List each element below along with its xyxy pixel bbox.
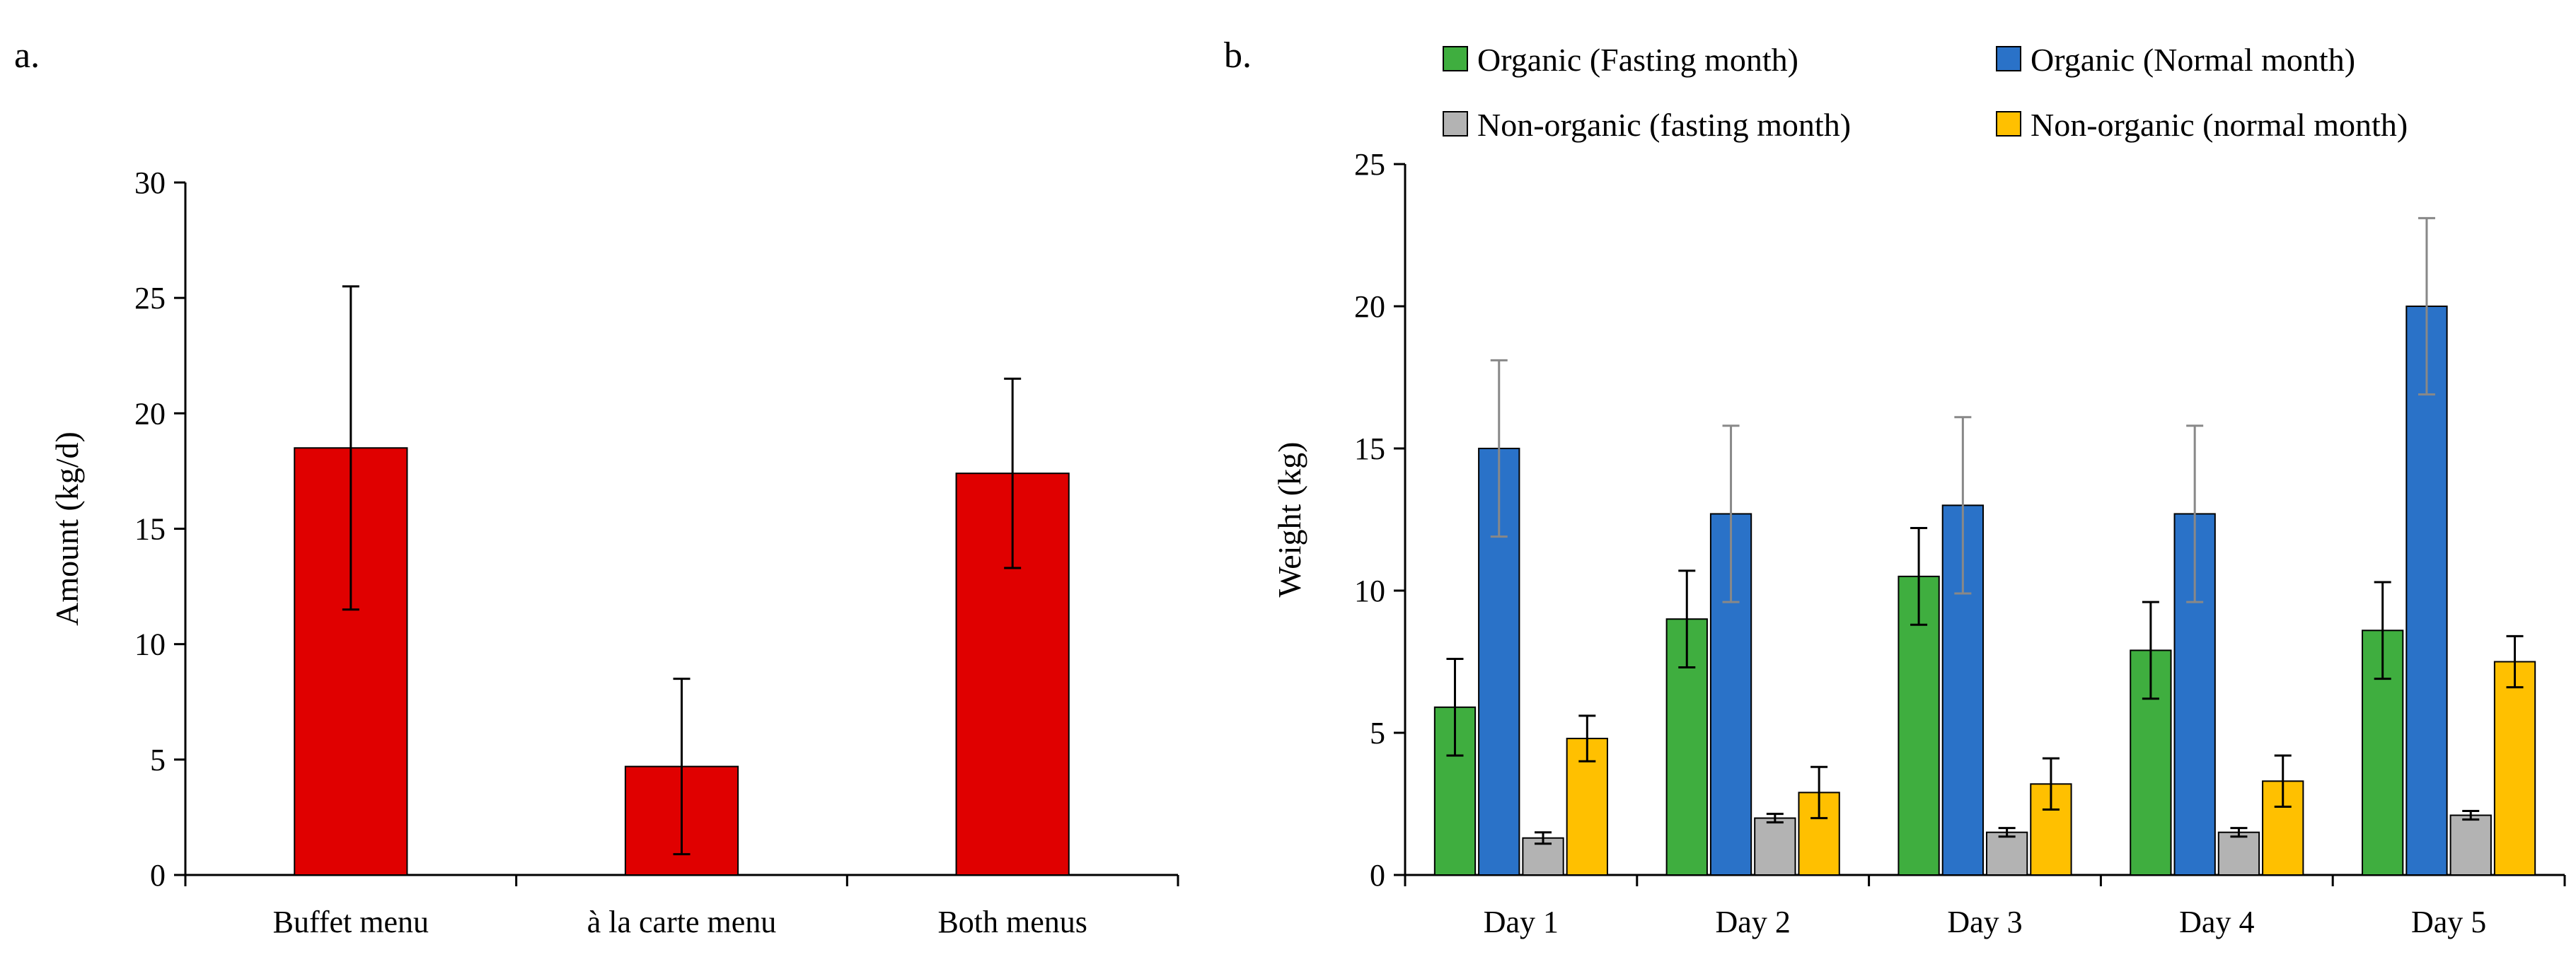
panel-a-y-tick-label-5: 5 [150, 743, 166, 777]
legend-label-nonorganic-fasting: Non-organic (fasting month) [1477, 107, 1851, 143]
legend-label-nonorganic-normal: Non-organic (normal month) [2031, 107, 2408, 143]
panel-b-x-tick-label-day-1: Day 1 [1484, 905, 1559, 939]
legend-swatch-nonorganic-normal [1996, 111, 2021, 137]
bar-organic-fasting-month-day-1 [1433, 706, 1477, 876]
bar-organic-fasting-month-day-3 [1898, 575, 1940, 876]
bar-non-organic-fasting-month-day-4 [2217, 831, 2260, 876]
bar-non-organic-fasting-month-day-5 [2449, 814, 2492, 876]
panel-b-x-tick-label-day-3: Day 3 [1947, 905, 2022, 939]
panel-a-y-tick-label-30: 30 [134, 166, 166, 200]
bar-non-organic-fasting-month-day-3 [1985, 831, 2028, 876]
bar-non-organic-fasting-month-day-2 [1754, 817, 1796, 876]
panel-b-label: b. [1224, 35, 1252, 76]
legend-swatch-nonorganic-fasting [1443, 111, 1468, 137]
legend-label-organic-normal: Organic (Normal month) [2031, 42, 2355, 78]
panel-b-y-tick-label-10: 10 [1354, 574, 1385, 608]
panel-b-x-tick-label-day-5: Day 5 [2411, 905, 2486, 939]
panel-a: a. Amount (kg/d) 0 5 10 15 20 25 30 Buffet menu… [14, 35, 1179, 939]
panel-a-x-tick-label-both-menus: Both menus [937, 905, 1087, 939]
panel-b-y-tick-label-20: 20 [1354, 289, 1385, 324]
panel-a-y-tick-label-20: 20 [134, 396, 166, 431]
panel-b-y-tick-label-15: 15 [1354, 431, 1385, 466]
panel-b-y-axis-title: Weight (kg) [1271, 442, 1307, 598]
panel-a-x-tick-label-buffet-menu: Buffet menu [273, 905, 429, 939]
panel-a-x-tick-label-la-carte-menu: à la carte menu [587, 905, 777, 939]
panel-b-x-tick-label-day-4: Day 4 [2179, 905, 2254, 939]
panel-b-x-tick-label-day-2: Day 2 [1716, 905, 1791, 939]
bar-organic-normal-month-day-5 [2405, 306, 2448, 876]
legend-swatch-organic-normal [1996, 46, 2021, 71]
panel-a-y-tick-label-10: 10 [134, 627, 166, 662]
panel-a-y-tick-label-0: 0 [150, 858, 166, 893]
bar-non-organic-normal-month-day-1 [1566, 738, 1608, 876]
legend-swatch-organic-fasting [1443, 46, 1468, 71]
bar-non-organic-normal-month-day-5 [2493, 661, 2536, 876]
legend-label-organic-fasting: Organic (Fasting month) [1477, 42, 1798, 78]
panel-b-legend: Organic (Fasting month) Organic (Normal … [1443, 42, 2408, 143]
panel-b: b. Weight (kg) Organic (Fasting month) O… [1224, 35, 2566, 939]
panel-b-y-tick-label-5: 5 [1370, 716, 1385, 750]
panel-a-y-tick-label-25: 25 [134, 281, 166, 315]
panel-a-label: a. [14, 35, 40, 76]
panel-b-y-tick-label-25: 25 [1354, 147, 1385, 182]
panel-a-y-axis-title: Amount (kg/d) [49, 431, 85, 626]
bar-non-organic-normal-month-day-2 [1798, 792, 1840, 876]
panel-a-y-tick-label-15: 15 [134, 512, 166, 547]
panel-b-y-tick-label-0: 0 [1370, 858, 1385, 893]
